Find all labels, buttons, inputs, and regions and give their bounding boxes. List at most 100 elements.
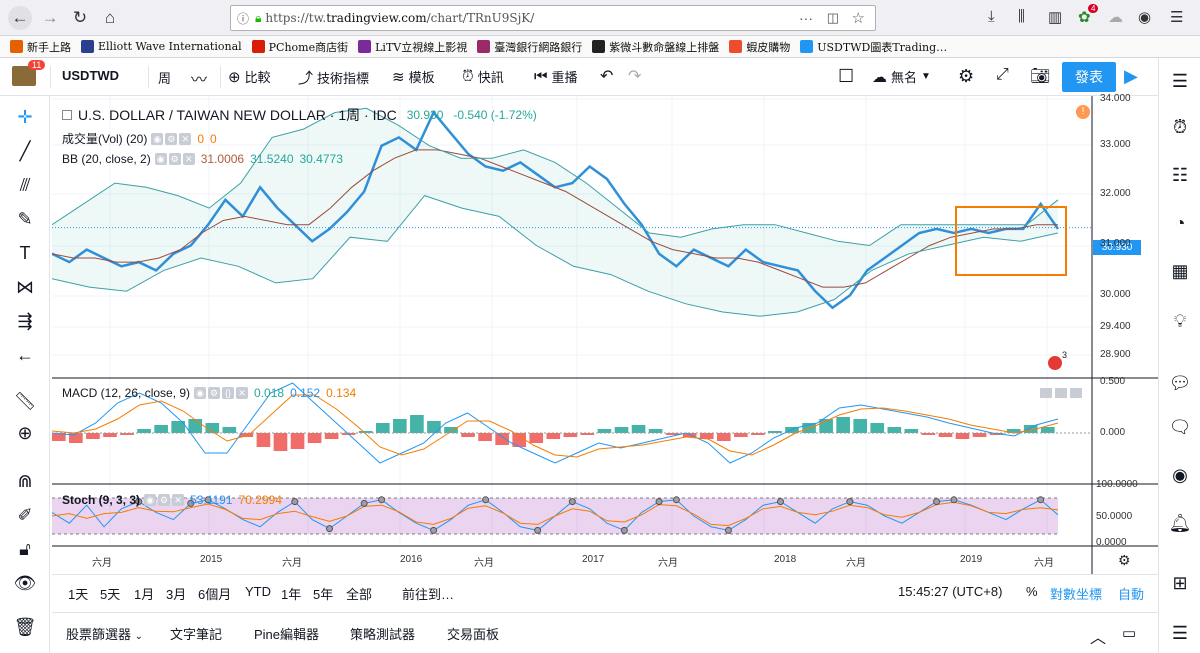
bookmark-item[interactable]: 臺灣銀行網路銀行 bbox=[477, 39, 582, 55]
range-all[interactable]: 全部 bbox=[346, 587, 373, 602]
bookmark-item[interactable]: USDTWD圖表Trading… bbox=[800, 39, 947, 55]
study-source-icon[interactable]: {} bbox=[222, 387, 235, 399]
collapse-icon[interactable] bbox=[62, 110, 72, 120]
range-1d[interactable]: 1天 bbox=[68, 587, 89, 602]
range-1y[interactable]: 1年 bbox=[281, 587, 302, 602]
arrow-left-icon[interactable]: ← bbox=[16, 344, 34, 365]
text-icon[interactable]: T bbox=[19, 242, 31, 263]
user-avatar[interactable] bbox=[12, 66, 36, 86]
data-window-icon[interactable]: ☷ bbox=[1171, 164, 1189, 185]
lock-drawing-icon[interactable]: ✐ bbox=[17, 504, 33, 525]
indicators-button[interactable]: ⤴ 技術指標 bbox=[298, 67, 369, 88]
auto-scale-toggle[interactable]: 自動 bbox=[1118, 587, 1145, 602]
info-badge-icon[interactable]: ! bbox=[1076, 105, 1090, 119]
forward-icon[interactable]: → bbox=[41, 8, 59, 27]
study-close-icon[interactable]: ✕ bbox=[236, 387, 249, 399]
unlock-icon[interactable]: 🔓︎ bbox=[19, 538, 31, 559]
bookmark-item[interactable]: PChome商店街 bbox=[251, 39, 348, 55]
order-panel-icon[interactable]: ⊞ bbox=[1172, 572, 1188, 593]
chats-icon[interactable]: 💬︎ bbox=[1168, 372, 1192, 393]
study-settings-icon[interactable]: ⚙ bbox=[208, 387, 221, 399]
tab-text-notes[interactable]: 文字筆記 bbox=[170, 627, 223, 642]
tab-trading-panel[interactable]: 交易面板 bbox=[447, 627, 500, 642]
goto-date[interactable]: 前往到… bbox=[402, 587, 455, 602]
tab-stock-screener[interactable]: 股票篩選器 ⌄ bbox=[66, 627, 144, 642]
range-5d[interactable]: 5天 bbox=[100, 587, 121, 602]
ideas-bulb-icon[interactable]: 💡︎ bbox=[1173, 310, 1187, 331]
range-ytd[interactable]: YTD bbox=[245, 584, 271, 599]
ruler-icon[interactable]: 📏︎ bbox=[13, 390, 37, 411]
pattern-icon[interactable]: ⋈ bbox=[16, 276, 34, 297]
magnet-icon[interactable]: ⋒ bbox=[17, 470, 33, 491]
bell-icon[interactable]: 🔔︎ bbox=[1168, 512, 1192, 533]
range-3m[interactable]: 3月 bbox=[166, 587, 187, 602]
bookmark-star-icon[interactable]: ☆ bbox=[851, 10, 865, 27]
crosshair-icon[interactable]: ✛ bbox=[17, 106, 33, 127]
publish-button[interactable]: 發表 bbox=[1062, 62, 1116, 92]
fullscreen-toggle-icon[interactable]: ☐ bbox=[838, 66, 855, 86]
macd-study-buttons[interactable]: ◉ ⚙{} ✕ bbox=[194, 387, 250, 399]
trendline-icon[interactable]: ╱ bbox=[19, 140, 31, 161]
clock-timezone[interactable]: 15:45:27 (UTC+8) bbox=[898, 584, 1003, 599]
bookmark-item[interactable]: 蝦皮購物 bbox=[729, 39, 790, 55]
study-settings-icon[interactable]: ⚙ bbox=[158, 494, 171, 506]
range-5y[interactable]: 5年 bbox=[313, 587, 334, 602]
bookmark-item[interactable]: 紫微斗數命盤線上排盤 bbox=[592, 39, 719, 55]
pane-up-icon[interactable] bbox=[1040, 388, 1052, 398]
menu-icon[interactable]: ☰ bbox=[1170, 9, 1184, 26]
hamburger-menu-icon[interactable]: ☰ bbox=[1171, 622, 1189, 643]
sidebar-icon[interactable]: ▥ bbox=[1048, 9, 1063, 26]
bookmark-item[interactable]: 新手上路 bbox=[10, 39, 71, 55]
log-scale-toggle[interactable]: 對數坐標 bbox=[1050, 587, 1103, 602]
bb-study-buttons[interactable]: ◉ ⚙ ✕ bbox=[154, 153, 197, 165]
layout-button[interactable]: ☁ 無名 ▼ bbox=[872, 67, 931, 86]
study-close-icon[interactable]: ✕ bbox=[172, 494, 185, 506]
trash-icon[interactable]: 🗑︎ bbox=[13, 616, 37, 637]
undo-icon[interactable]: ↶ bbox=[600, 68, 614, 85]
prediction-icon[interactable]: ⇶ bbox=[17, 310, 33, 331]
chart-style-icon[interactable]: 〰 bbox=[191, 72, 208, 89]
more-icon[interactable]: ··· bbox=[799, 10, 813, 26]
pane-close-icon[interactable] bbox=[1070, 388, 1082, 398]
camera-icon[interactable]: 📷︎ bbox=[1030, 68, 1051, 85]
pocket-icon[interactable]: ◫ bbox=[826, 10, 839, 25]
url-bar[interactable]: ⓘ 🔒︎ https://tw.tradingview.com/chart/TR… bbox=[230, 5, 876, 31]
reload-icon[interactable]: ↻ bbox=[72, 8, 88, 27]
sync-icon[interactable]: ☁ bbox=[1108, 9, 1123, 26]
compare-button[interactable]: ⊕ 比較 bbox=[228, 67, 271, 86]
account-icon[interactable]: ◉ bbox=[1138, 9, 1152, 26]
study-settings-icon[interactable]: ⚙ bbox=[168, 153, 181, 165]
settings-gear-icon[interactable]: ⚙ bbox=[958, 66, 975, 86]
templates-button[interactable]: ≋ 模板 bbox=[392, 67, 435, 86]
alarm-clock-icon[interactable]: ⏰︎ bbox=[1172, 116, 1188, 137]
chat-private-icon[interactable]: 🗨︎ bbox=[1168, 416, 1192, 437]
study-close-icon[interactable]: ✕ bbox=[182, 153, 195, 165]
time-axis-settings-icon[interactable]: ⚙ bbox=[1118, 552, 1131, 568]
bookmark-item[interactable]: LiTV立視線上影視 bbox=[358, 39, 467, 55]
collapse-up-icon[interactable]: ︿ bbox=[1090, 630, 1107, 647]
redo-icon[interactable]: ↷ bbox=[628, 68, 642, 85]
fib-icon[interactable]: ⫻ bbox=[19, 174, 31, 195]
symbol-search[interactable]: USDTWD bbox=[62, 68, 120, 83]
play-circle-icon[interactable]: ▶ bbox=[1124, 66, 1138, 86]
brush-icon[interactable]: ✎ bbox=[17, 208, 33, 229]
maximize-panel-icon[interactable]: ▭ bbox=[1122, 625, 1137, 642]
stoch-study-buttons[interactable]: ◉ ⚙ ✕ bbox=[144, 494, 186, 506]
alert-button[interactable]: ⏰︎ 快訊 bbox=[462, 67, 504, 86]
expand-icon[interactable]: ⤢ bbox=[996, 66, 1009, 83]
tab-pine-editor[interactable]: Pine編輯器 bbox=[254, 627, 320, 642]
hotlist-icon[interactable]: ◔ bbox=[1174, 212, 1186, 233]
tab-strategy-tester[interactable]: 策略測試器 bbox=[350, 627, 416, 642]
interval-selector[interactable]: 周 bbox=[158, 71, 172, 86]
chart-area[interactable]: U.S. DOLLAR / TAIWAN NEW DOLLAR · 1周 · I… bbox=[51, 93, 1158, 574]
range-1m[interactable]: 1月 bbox=[134, 587, 155, 602]
replay-button[interactable]: ⏮︎ 重播 bbox=[534, 67, 578, 86]
download-icon[interactable]: ⤓ bbox=[988, 8, 995, 25]
calendar-icon[interactable]: ▦ bbox=[1171, 260, 1189, 281]
percent-scale-toggle[interactable]: % bbox=[1026, 584, 1038, 599]
info-icon[interactable]: ⓘ bbox=[237, 11, 250, 26]
watchlist-icon[interactable]: ☰ bbox=[1171, 70, 1189, 91]
zoom-in-icon[interactable]: ⊕ bbox=[17, 422, 33, 443]
eye-icon[interactable]: 👁︎ bbox=[13, 572, 37, 593]
events-flag-icon[interactable] bbox=[1046, 354, 1064, 372]
